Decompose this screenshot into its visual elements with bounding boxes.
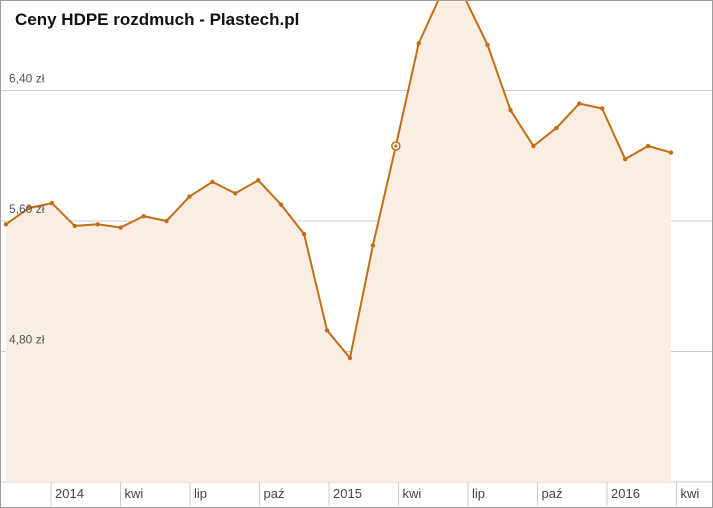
data-point[interactable] (278, 202, 284, 207)
x-tick-label: paź (542, 486, 563, 501)
x-tick-label: 2014 (55, 486, 84, 501)
data-point[interactable] (645, 143, 651, 149)
area-shape (6, 1, 671, 482)
data-point[interactable] (301, 231, 307, 237)
area-fill (6, 1, 671, 482)
y-axis-ticks: 4,80 zł 5,60 zł 6,40 zł (9, 72, 45, 347)
y-tick-label: 5,60 zł (9, 202, 45, 216)
data-point[interactable] (118, 225, 123, 230)
data-point[interactable] (622, 156, 628, 162)
x-tick-label: lip (472, 486, 485, 501)
x-tick-label: paź (264, 486, 285, 501)
data-point[interactable] (600, 106, 605, 111)
data-point[interactable] (577, 101, 582, 106)
data-point[interactable] (554, 125, 559, 131)
data-point[interactable] (187, 194, 192, 199)
data-point[interactable] (72, 223, 77, 229)
x-tick-label: kwi (403, 486, 422, 501)
chart-title: Ceny HDPE rozdmuch - Plastech.pl (15, 10, 300, 29)
data-point[interactable] (324, 328, 330, 333)
x-tick-label: kwi (125, 486, 144, 501)
data-point[interactable] (164, 218, 169, 224)
data-point[interactable] (256, 178, 261, 183)
x-tick-label: 2015 (333, 486, 362, 501)
data-point[interactable] (485, 42, 490, 48)
x-tick-label: kwi (681, 486, 700, 501)
data-point[interactable] (347, 355, 353, 361)
x-tick-label: 2016 (611, 486, 640, 501)
y-tick-label: 4,80 zł (9, 333, 45, 347)
data-point[interactable] (141, 213, 146, 219)
y-tick-label: 6,40 zł (9, 72, 45, 86)
data-point[interactable] (668, 150, 674, 155)
data-point[interactable] (49, 200, 55, 206)
data-point[interactable] (416, 41, 421, 46)
data-point[interactable] (210, 179, 215, 185)
data-points (3, 41, 674, 361)
data-point[interactable] (233, 191, 238, 196)
data-point[interactable] (508, 107, 513, 113)
series-line (5, 1, 672, 360)
x-tick-label: lip (194, 486, 207, 501)
x-axis-ticks: 2014 kwi lip paź 2015 kwi lip paź 2016 kwi (55, 486, 699, 501)
data-point[interactable] (26, 205, 32, 211)
data-point[interactable] (531, 143, 536, 149)
data-point[interactable] (370, 243, 376, 248)
series-polyline (5, 1, 672, 360)
data-point[interactable] (3, 222, 9, 227)
highlighted-point-center (394, 144, 398, 148)
data-point[interactable] (95, 222, 100, 227)
